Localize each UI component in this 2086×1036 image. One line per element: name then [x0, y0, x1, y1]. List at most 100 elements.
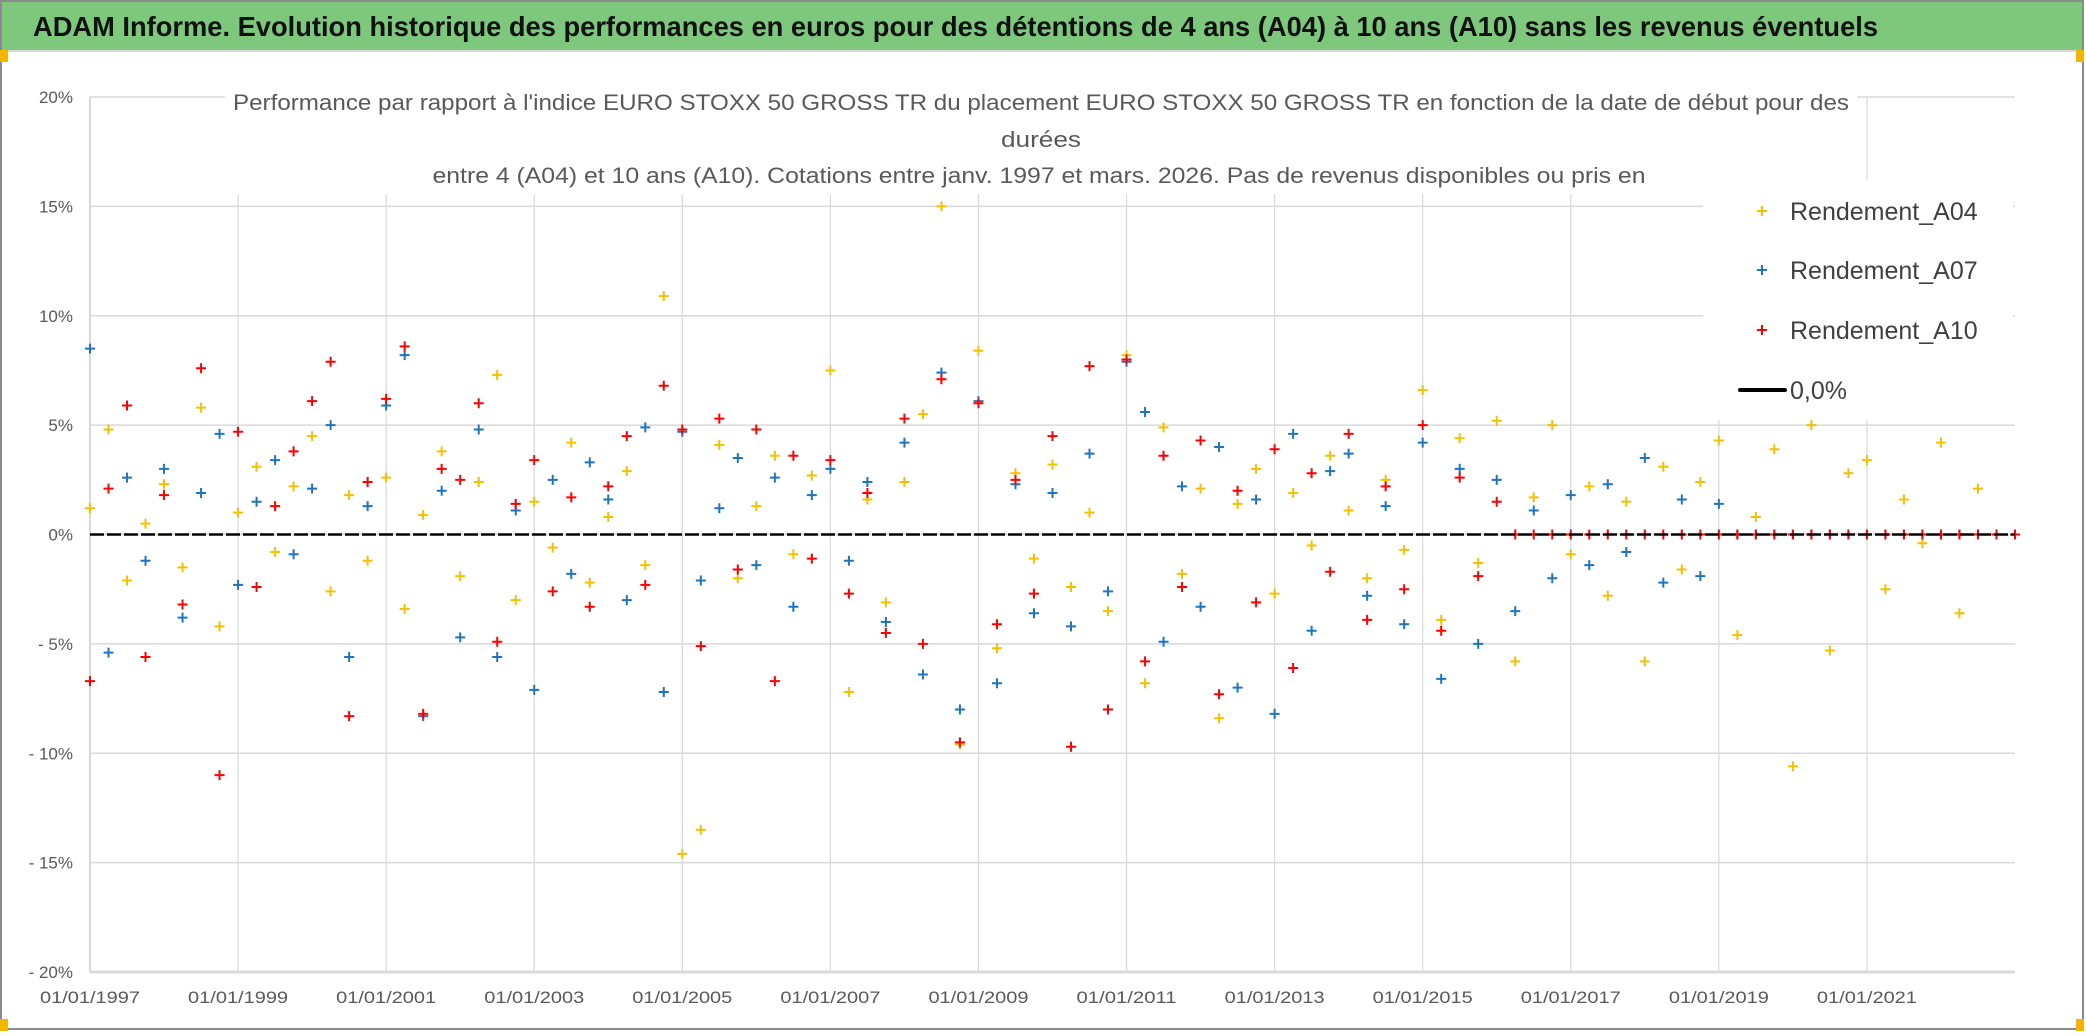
header-bar [2, 2, 2082, 50]
data-point [270, 455, 281, 466]
data-point [658, 380, 669, 391]
data-point [1362, 590, 1373, 601]
data-point [1269, 444, 1280, 455]
selection-handle[interactable] [0, 1019, 8, 1031]
data-point [1103, 704, 1114, 715]
data-point [510, 498, 521, 509]
data-point [1454, 472, 1465, 483]
data-point [1491, 496, 1502, 507]
data-point [196, 487, 207, 498]
data-point [1565, 549, 1576, 560]
data-point [1436, 673, 1447, 684]
x-tick-label: 01/01/1999 [188, 988, 288, 1007]
data-point [1047, 487, 1058, 498]
data-point [1399, 584, 1410, 595]
data-point [1491, 474, 1502, 485]
data-point [954, 737, 965, 748]
data-point [140, 555, 151, 566]
data-point [788, 549, 799, 560]
data-point [1417, 437, 1428, 448]
data-point [510, 595, 521, 606]
data-point [122, 400, 133, 411]
y-tick-label: 0% [48, 526, 73, 545]
data-point [547, 586, 558, 597]
x-tick-label: 01/01/2005 [632, 988, 732, 1007]
data-point [307, 483, 318, 494]
data-point [1843, 468, 1854, 479]
data-point [399, 341, 410, 352]
data-point [1658, 461, 1669, 472]
data-point [251, 496, 262, 507]
data-point [307, 396, 318, 407]
selection-handle[interactable] [0, 50, 8, 62]
data-point [1584, 481, 1595, 492]
data-point [806, 470, 817, 481]
data-point [843, 687, 854, 697]
data-point [473, 424, 484, 435]
data-point [214, 770, 225, 781]
data-point [1343, 428, 1354, 439]
data-point [547, 474, 558, 485]
data-point [899, 477, 910, 487]
data-point [1898, 494, 1909, 505]
data-point [1306, 540, 1317, 551]
data-point [621, 595, 632, 606]
data-point [1325, 450, 1336, 461]
data-point [788, 601, 799, 612]
legend-label: Rendement_A07 [1790, 257, 1978, 285]
data-point [1269, 708, 1280, 719]
data-point [1584, 560, 1595, 571]
data-point [973, 398, 984, 409]
x-tick-label: 01/01/2015 [1373, 988, 1473, 1007]
data-point [381, 472, 392, 483]
data-point [1121, 354, 1132, 365]
data-point [1639, 656, 1650, 667]
data-point [455, 571, 466, 582]
data-point [1880, 584, 1891, 595]
y-tick-label: - 20% [29, 963, 73, 982]
data-point [140, 652, 151, 662]
data-point [196, 363, 207, 374]
data-point [85, 676, 95, 687]
data-point [732, 573, 743, 584]
data-point [325, 420, 336, 431]
data-point [1288, 662, 1299, 673]
data-point [1695, 571, 1706, 582]
data-point [1084, 507, 1095, 518]
data-point [492, 652, 503, 662]
data-point [1676, 494, 1687, 505]
legend-marker-icon [1757, 265, 1767, 275]
data-point [1103, 586, 1114, 597]
data-point [825, 455, 836, 466]
data-point [436, 463, 447, 474]
data-point [1028, 608, 1039, 619]
data-point [1251, 463, 1262, 474]
selection-handle[interactable] [2076, 50, 2084, 62]
data-point [325, 356, 336, 367]
legend-marker-icon [1757, 325, 1767, 335]
x-tick-label: 01/01/2017 [1521, 988, 1621, 1007]
data-point [196, 402, 207, 413]
data-point [344, 711, 355, 722]
data-point [1695, 477, 1706, 487]
data-point [1343, 505, 1354, 516]
data-point [843, 555, 854, 566]
data-point [529, 496, 540, 507]
data-point [566, 568, 577, 579]
data-point [1639, 452, 1650, 463]
data-point [603, 494, 614, 505]
data-point [917, 409, 928, 420]
data-point [1251, 494, 1262, 505]
data-point [880, 617, 891, 627]
data-point [418, 509, 429, 520]
data-point [1010, 474, 1021, 485]
data-point [899, 413, 910, 424]
data-point [103, 483, 114, 494]
data-point [621, 466, 632, 477]
data-point [233, 507, 244, 518]
data-point [307, 431, 318, 442]
data-point [1399, 619, 1410, 630]
data-point [1306, 468, 1317, 479]
selection-handle[interactable] [2076, 1019, 2084, 1031]
data-point [159, 463, 170, 474]
